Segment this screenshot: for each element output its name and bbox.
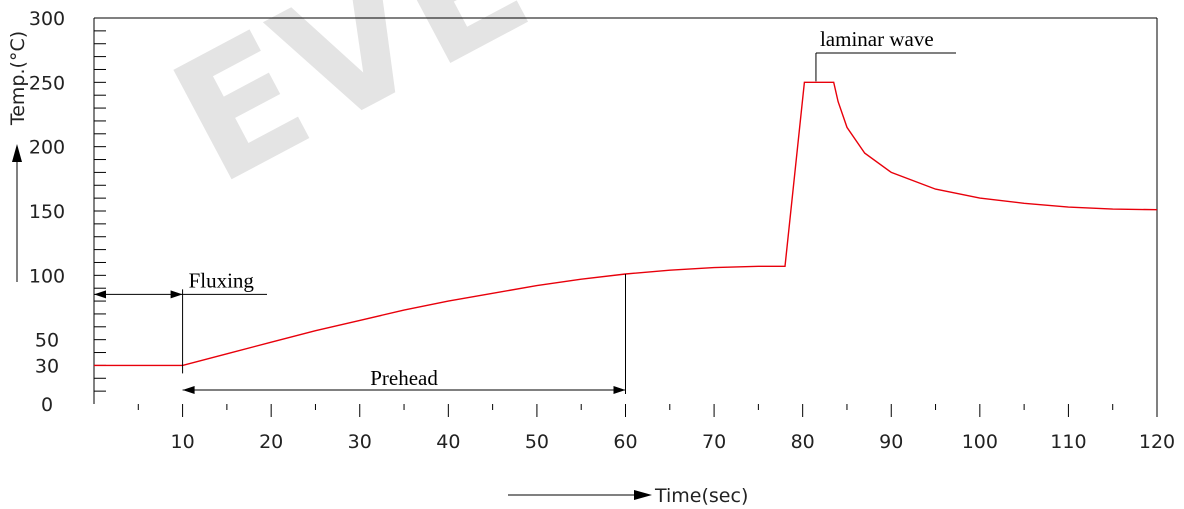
y-tick-label: 100 [29, 265, 65, 287]
x-tick-label: 60 [613, 431, 637, 453]
x-tick-label: 10 [170, 431, 194, 453]
x-tick-label: 30 [348, 431, 372, 453]
y-tick-label: 150 [29, 201, 65, 223]
x-tick-label: 110 [1050, 431, 1086, 453]
x-tick-label: 120 [1139, 431, 1175, 453]
y-tick-label: 200 [29, 137, 65, 159]
x-tick-label: 40 [436, 431, 460, 453]
x-tick-label: 20 [259, 431, 283, 453]
watermark-text: EVE [144, 0, 558, 223]
series-layer [94, 81, 1158, 367]
x-axis-label: Time(sec) [654, 485, 748, 507]
laminar-wave-label: laminar wave [820, 27, 934, 51]
y-tick-label: 250 [29, 72, 65, 94]
temperature-profile-line [94, 81, 1158, 367]
y-axis-arrow-head [12, 144, 22, 162]
fluxing-arrow-left [94, 290, 106, 299]
y-tick-label: 30 [35, 355, 59, 377]
x-tick-label: 100 [962, 431, 998, 453]
prehead-arrow-right [613, 386, 626, 394]
x-tick-label: 80 [791, 431, 815, 453]
y-tick-label: 0 [41, 394, 53, 416]
x-tick-label: 90 [879, 431, 903, 453]
fluxing-label: Fluxing [189, 268, 255, 292]
axis-label-layer: Time(sec) Temp.(°C) [7, 31, 748, 507]
watermark-layer: EVE [144, 0, 558, 223]
x-axis-arrow-head [634, 490, 652, 500]
prehead-arrow-left [182, 386, 195, 394]
y-tick-label: 50 [35, 330, 59, 352]
y-axis-label: Temp.(°C) [7, 31, 29, 126]
prehead-label: Prehead [370, 366, 438, 390]
y-tick-label: 300 [29, 8, 65, 30]
fluxing-arrow-right [170, 290, 183, 299]
x-tick-label: 50 [525, 431, 549, 453]
annotation-layer: Fluxing Prehead laminar wave [94, 27, 956, 394]
x-tick-label: 70 [702, 431, 726, 453]
axis-ticks: 0 30 50 100 150 200 250 300 10 20 30 40 50 60 70 80 90 10… [29, 8, 1175, 453]
